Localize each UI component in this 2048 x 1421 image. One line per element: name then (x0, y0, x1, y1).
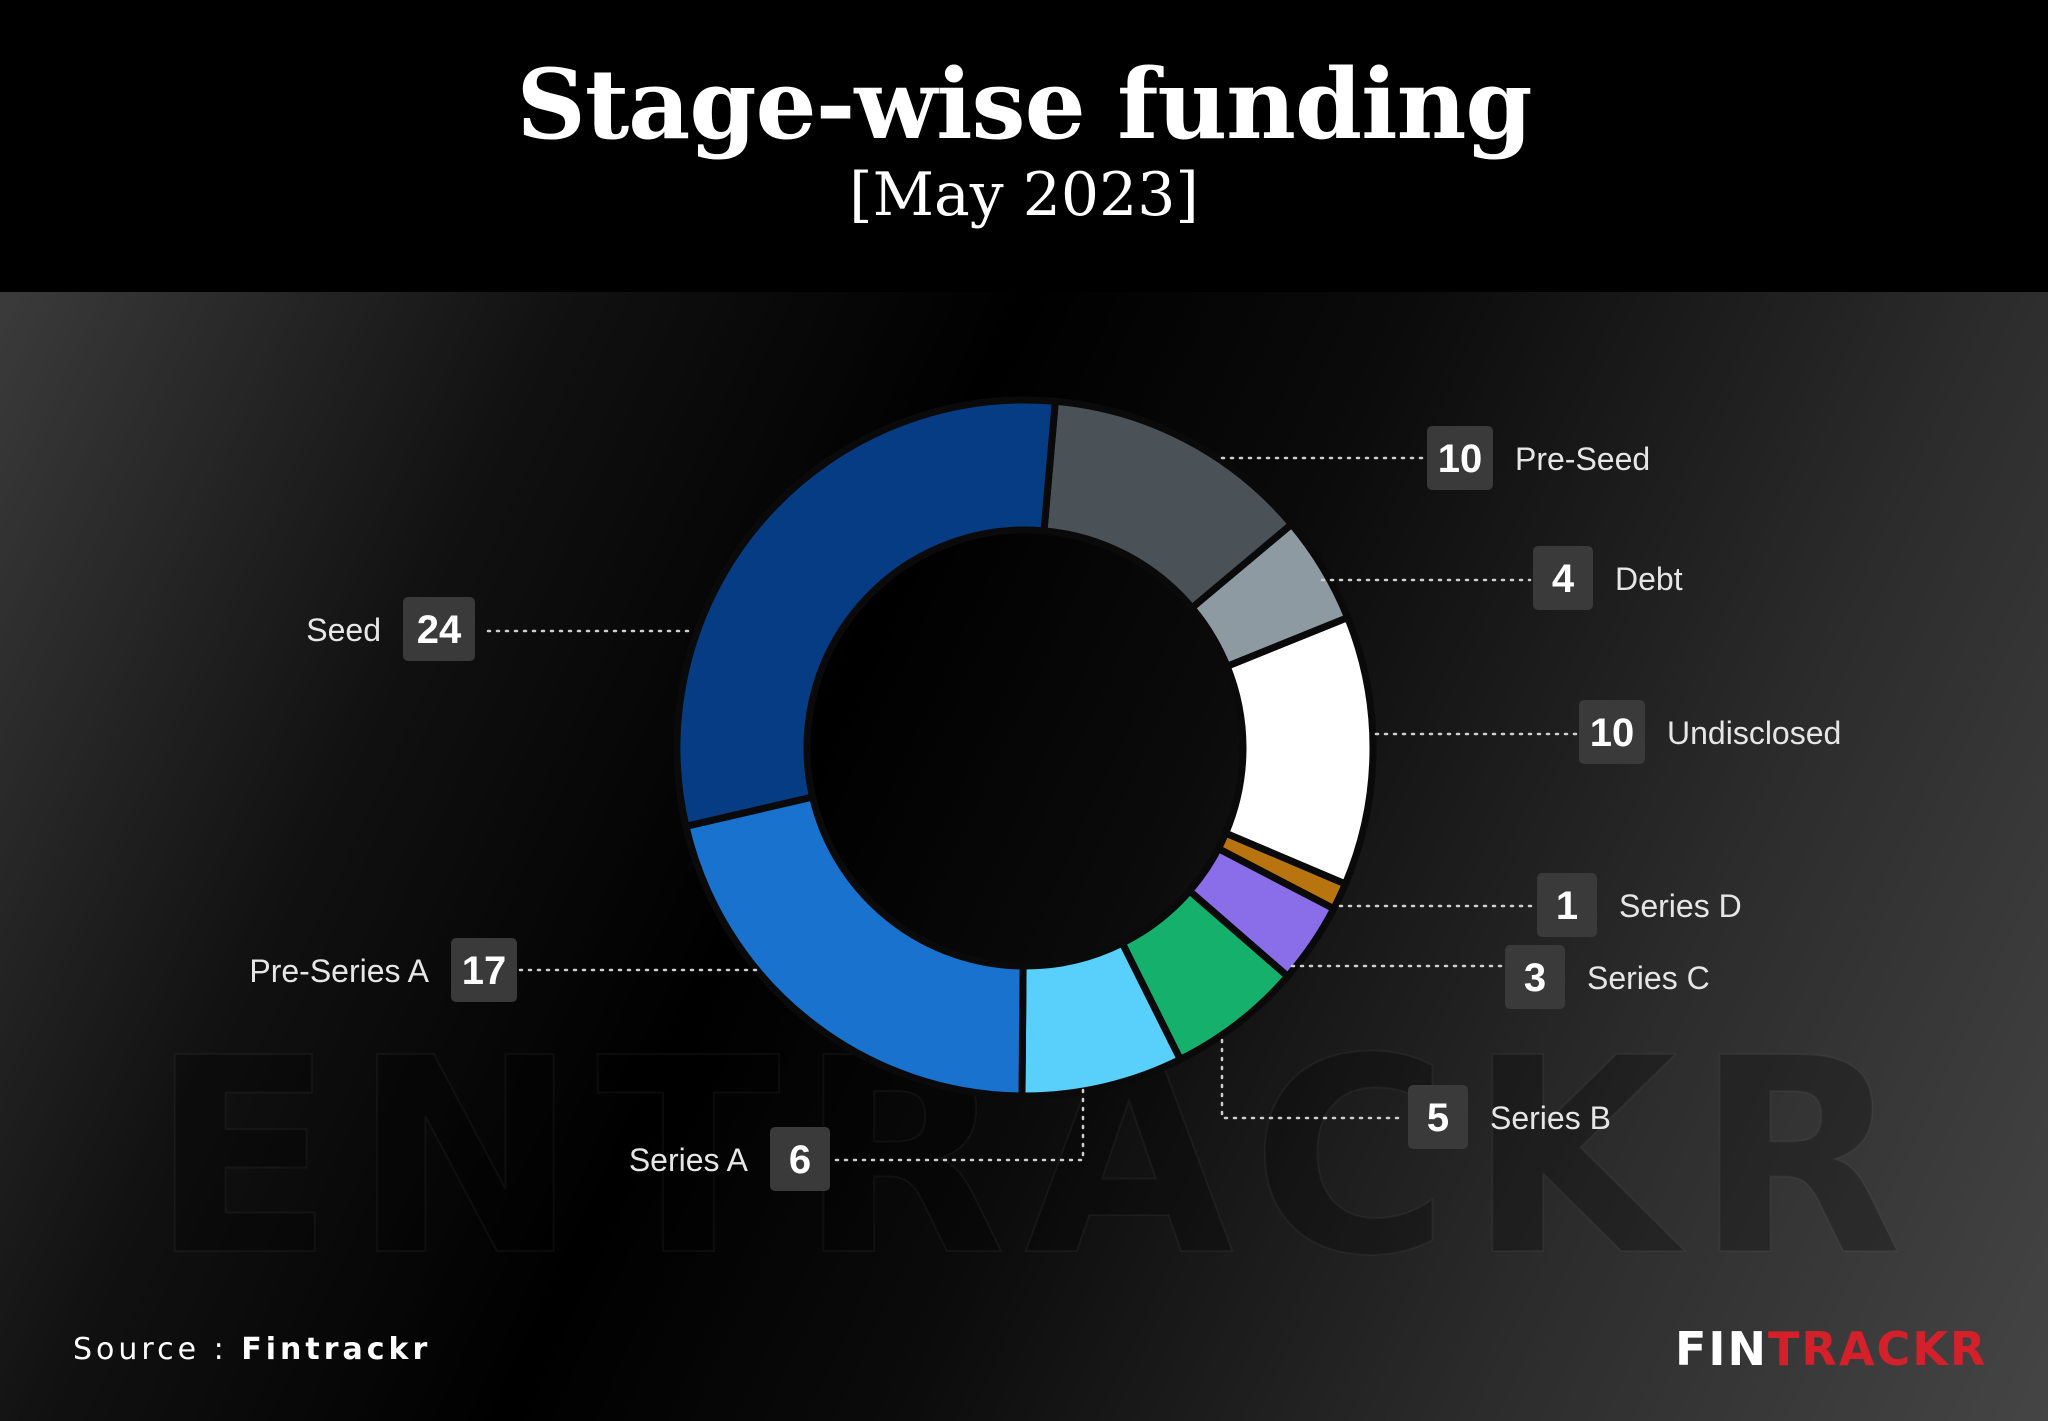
value-label-series-b: 5 (1427, 1096, 1449, 1140)
header: Stage-wise funding [May 2023] (0, 0, 2048, 292)
logo-text-red: TRACKR (1768, 1322, 1988, 1376)
category-label-pre-seed: Pre-Seed (1515, 441, 1650, 477)
value-box-pre-seed (1427, 426, 1493, 490)
slice-seed (673, 396, 1060, 831)
value-label-series-d: 1 (1556, 884, 1578, 928)
category-label-series-a: Series A (629, 1142, 749, 1178)
value-label-seed: 24 (417, 608, 462, 652)
value-box-seed (403, 597, 475, 661)
source-name: Fintrackr (241, 1332, 432, 1367)
value-label-undisclosed: 10 (1590, 711, 1635, 755)
value-label-series-c: 3 (1524, 956, 1546, 1000)
category-label-seed: Seed (306, 612, 381, 648)
value-label-series-a: 6 (789, 1138, 811, 1182)
logo-text-white: FIN (1675, 1322, 1769, 1376)
source-note: Source : Fintrackr (73, 1332, 431, 1367)
value-box-series-b (1408, 1085, 1468, 1149)
value-box-series-c (1505, 945, 1565, 1009)
value-label-debt: 4 (1552, 557, 1575, 601)
value-box-series-a (770, 1127, 830, 1191)
value-label-pre-seed: 10 (1438, 437, 1483, 481)
category-label-pre-series-a: Pre-Series A (249, 953, 429, 989)
leader-line-series-b (1220, 1038, 1404, 1120)
leader-line-series-a (830, 1088, 1085, 1162)
fintrackr-logo: FINTRACKR (1675, 1322, 1987, 1376)
category-label-undisclosed: Undisclosed (1667, 715, 1841, 751)
value-box-pre-series-a (451, 938, 517, 1002)
category-label-series-d: Series D (1619, 888, 1742, 924)
chart-subtitle: [May 2023] (849, 160, 1199, 230)
source-prefix: Source : (73, 1332, 242, 1367)
chart-title: Stage-wise funding (516, 48, 1533, 161)
value-label-pre-series-a: 17 (462, 949, 507, 993)
value-box-undisclosed (1579, 700, 1645, 764)
category-label-series-c: Series C (1587, 960, 1710, 996)
category-label-series-b: Series B (1490, 1100, 1611, 1136)
slice-pre-series-a (681, 792, 1027, 1100)
value-box-series-d (1537, 873, 1597, 937)
category-label-debt: Debt (1615, 561, 1683, 597)
value-box-debt (1533, 546, 1593, 610)
